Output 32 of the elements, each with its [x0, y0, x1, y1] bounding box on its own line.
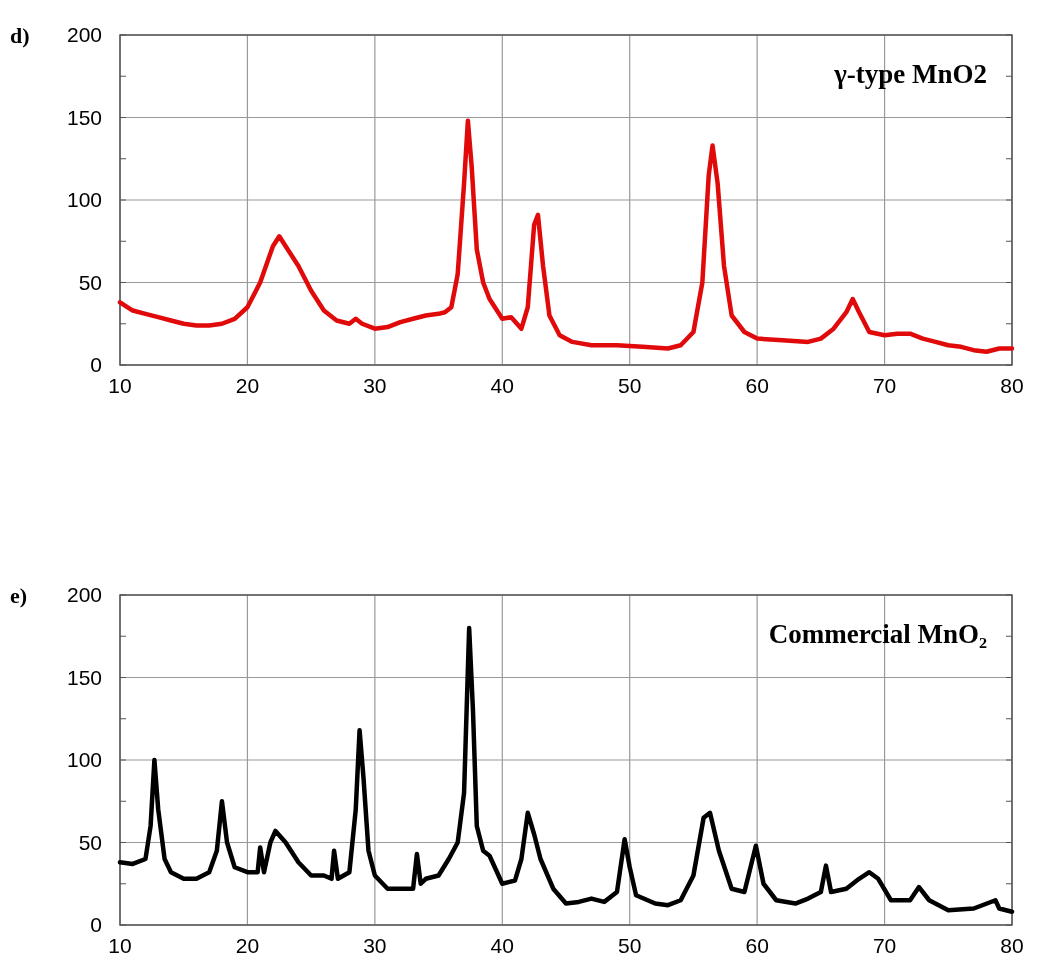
y-tick-label: 0 [90, 913, 102, 937]
x-tick-label: 80 [1000, 374, 1024, 397]
y-tick-label: 50 [78, 270, 102, 294]
x-tick-label: 80 [1000, 934, 1024, 957]
y-tick-label: 150 [66, 105, 102, 129]
x-tick-label: 60 [745, 374, 769, 397]
text: γ-type MnO2 [833, 59, 987, 89]
line-series [117, 118, 1015, 355]
y-tick-label: 200 [66, 583, 102, 607]
y-tick-label: 50 [78, 830, 102, 854]
x-tick-label: 10 [108, 374, 132, 397]
x-tick-label: 30 [363, 374, 387, 397]
x-tick-label: 70 [872, 374, 897, 397]
x-tick-label: 50 [618, 934, 642, 957]
chart-title: e) [10, 583, 28, 608]
x-tick-label: 60 [745, 934, 769, 957]
chart-title: d) [10, 23, 30, 48]
y-tick-label: 200 [66, 23, 102, 47]
x-tick-label: 10 [108, 934, 132, 957]
x-tick-label: 50 [618, 374, 642, 397]
y-tick-label: 0 [90, 353, 102, 377]
x-tick-label: 30 [363, 934, 387, 957]
text: Commercial MnO₂ [768, 619, 987, 649]
y-tick-label: 100 [66, 748, 102, 772]
line-series [117, 625, 1015, 915]
x-tick-label: 40 [490, 374, 514, 397]
y-tick-label: 150 [66, 665, 102, 689]
x-tick-label: 20 [235, 934, 260, 957]
y-tick-label: 100 [66, 188, 102, 212]
x-tick-label: 70 [872, 934, 897, 957]
x-tick-label: 20 [235, 374, 260, 397]
x-tick-label: 40 [490, 934, 514, 957]
